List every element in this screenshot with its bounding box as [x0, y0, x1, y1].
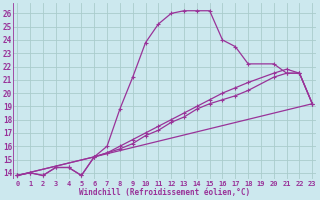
X-axis label: Windchill (Refroidissement éolien,°C): Windchill (Refroidissement éolien,°C)	[79, 188, 250, 197]
